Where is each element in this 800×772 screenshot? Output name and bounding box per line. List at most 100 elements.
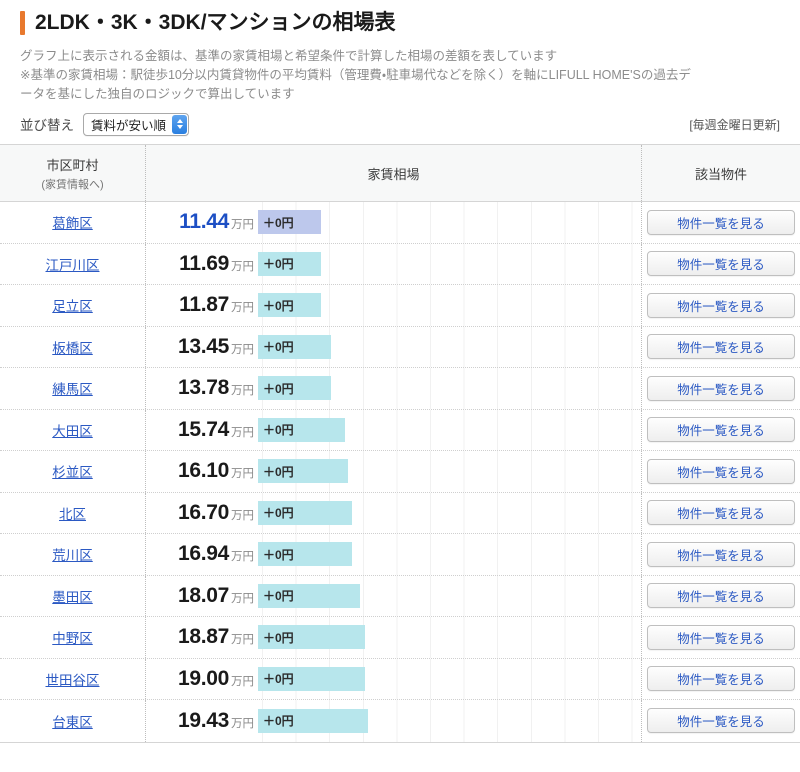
rent-value: 16.94 万円 (146, 542, 258, 566)
city-link[interactable]: 板橋区 (52, 340, 93, 356)
rent-value-unit: 万円 (231, 717, 254, 730)
rent-bar: ＋0円 (258, 500, 352, 525)
rent-value: 16.10 万円 (146, 459, 258, 483)
city-link[interactable]: 台東区 (52, 714, 93, 730)
rent-value-number: 18.87 (177, 625, 229, 649)
cell-chart: 13.78 万円 ＋0円 (146, 368, 642, 409)
cell-city: 北区 (0, 492, 146, 533)
view-property-list-button[interactable]: 物件一覧を見る (647, 666, 795, 692)
city-link[interactable]: 足立区 (52, 299, 93, 315)
table-row: 北区 16.70 万円 ＋0円 物件一覧を見る (0, 492, 800, 534)
column-header-chart-label: 家賃相場 (367, 166, 420, 182)
city-link[interactable]: 世田谷区 (45, 672, 100, 688)
cell-property: 物件一覧を見る (642, 493, 800, 534)
city-link[interactable]: 墨田区 (52, 589, 93, 605)
city-link[interactable]: 練馬区 (52, 382, 93, 398)
city-link[interactable]: 中野区 (52, 631, 93, 647)
view-property-list-button[interactable]: 物件一覧を見る (647, 417, 795, 443)
city-link[interactable]: 江戸川区 (45, 257, 100, 273)
description-line-1: グラフ上に表示される金額は、基準の家賃相場と希望条件で計算した相場の差額を表して… (20, 49, 558, 63)
cell-chart: 16.94 万円 ＋0円 (146, 534, 642, 575)
view-property-list-button[interactable]: 物件一覧を見る (647, 500, 795, 526)
rent-bar-diff-label: ＋0円 (263, 506, 294, 521)
cell-chart: 11.69 万円 ＋0円 (146, 243, 642, 284)
table-row: 板橋区 13.45 万円 ＋0円 物件一覧を見る (0, 326, 800, 368)
cell-property: 物件一覧を見る (642, 617, 800, 658)
view-property-list-button[interactable]: 物件一覧を見る (647, 251, 795, 277)
city-link[interactable]: 荒川区 (52, 548, 93, 564)
rent-value: 11.44 万円 (146, 210, 258, 234)
table-row: 台東区 19.43 万円 ＋0円 物件一覧を見る (0, 700, 800, 742)
column-header-property-label: 該当物件 (694, 166, 747, 182)
city-link[interactable]: 北区 (59, 506, 86, 522)
cell-city: 練馬区 (0, 368, 146, 409)
cell-property: 物件一覧を見る (642, 244, 800, 285)
table-row: 中野区 18.87 万円 ＋0円 物件一覧を見る (0, 617, 800, 659)
cell-chart: 11.87 万円 ＋0円 (146, 285, 642, 326)
rent-value-unit: 万円 (231, 343, 254, 356)
cell-chart: 16.70 万円 ＋0円 (146, 492, 642, 533)
header-block: 2LDK・3K・3DK/マンションの相場表 グラフ上に表示される金額は、基準の家… (0, 0, 800, 104)
title-row: 2LDK・3K・3DK/マンションの相場表 (20, 8, 780, 38)
sort-order-select[interactable]: 賃料が安い順 (83, 112, 190, 136)
cell-property: 物件一覧を見る (642, 410, 800, 451)
city-link[interactable]: 大田区 (52, 423, 93, 439)
column-header-city-sublabel: (家賃情報へ) (41, 178, 104, 191)
rent-value: 15.74 万円 (146, 418, 258, 442)
cell-chart: 15.74 万円 ＋0円 (146, 409, 642, 450)
view-property-list-button[interactable]: 物件一覧を見る (647, 292, 795, 318)
rent-bar-diff-label: ＋0円 (263, 340, 294, 355)
view-property-list-button[interactable]: 物件一覧を見る (647, 209, 795, 235)
view-property-list-button[interactable]: 物件一覧を見る (647, 458, 795, 484)
rent-bar-diff-label: ＋0円 (263, 547, 294, 562)
rent-value: 18.87 万円 (146, 625, 258, 649)
rent-value-unit: 万円 (231, 509, 254, 522)
table-row: 江戸川区 11.69 万円 ＋0円 物件一覧を見る (0, 243, 800, 285)
description-block: グラフ上に表示される金額は、基準の家賃相場と希望条件で計算した相場の差額を表して… (20, 47, 780, 104)
rent-bar: ＋0円 (258, 625, 365, 650)
city-link[interactable]: 杉並区 (52, 465, 93, 481)
cell-city: 台東区 (0, 700, 146, 742)
cell-city: 杉並区 (0, 451, 146, 492)
view-property-list-button[interactable]: 物件一覧を見る (647, 624, 795, 650)
rent-value-unit: 万円 (231, 385, 254, 398)
table-row: 荒川区 16.94 万円 ＋0円 物件一覧を見る (0, 534, 800, 576)
table-row: 世田谷区 19.00 万円 ＋0円 物件一覧を見る (0, 658, 800, 700)
view-property-list-button[interactable]: 物件一覧を見る (647, 334, 795, 360)
cell-chart: 13.45 万円 ＋0円 (146, 326, 642, 367)
table-row: 大田区 15.74 万円 ＋0円 物件一覧を見る (0, 409, 800, 451)
sort-controls: 並び替え 賃料が安い順 (20, 112, 190, 136)
rent-bar: ＋0円 (258, 376, 331, 401)
description-line-2: ※基準の家賃相場：駅徒歩10分以内賃貸物件の平均賃料（管理費・駐車場代などを除く… (20, 68, 691, 82)
rent-value-unit: 万円 (231, 551, 254, 564)
rent-value: 13.45 万円 (146, 335, 258, 359)
view-property-list-button[interactable]: 物件一覧を見る (647, 375, 795, 401)
view-property-list-button[interactable]: 物件一覧を見る (647, 708, 795, 734)
chevron-up-icon (176, 119, 183, 123)
cell-property: 物件一覧を見る (642, 700, 800, 742)
cell-city: 足立区 (0, 285, 146, 326)
rent-bar-diff-label: ＋0円 (263, 298, 294, 313)
column-header-city: 市区町村 (家賃情報へ) (0, 145, 146, 201)
city-link[interactable]: 葛飾区 (52, 216, 93, 232)
rent-bar-diff-label: ＋0円 (263, 589, 294, 604)
cell-property: 物件一覧を見る (642, 534, 800, 575)
rent-value-number: 13.78 (177, 376, 229, 400)
cell-property: 物件一覧を見る (642, 327, 800, 368)
cell-chart: 19.43 万円 ＋0円 (146, 700, 642, 742)
sort-order-value: 賃料が安い順 (91, 118, 167, 133)
view-property-list-button[interactable]: 物件一覧を見る (647, 583, 795, 609)
rent-bar: ＋0円 (258, 417, 345, 442)
chevron-updown-icon[interactable] (172, 114, 188, 134)
rent-bar-diff-label: ＋0円 (263, 381, 294, 396)
rent-value-number: 11.87 (179, 293, 229, 317)
rent-value-number: 11.69 (179, 251, 229, 275)
sort-bar: 並び替え 賃料が安い順 [毎週金曜日更新] (20, 104, 780, 144)
rent-value-unit: 万円 (231, 675, 254, 688)
rent-value-number: 19.43 (177, 708, 229, 732)
view-property-list-button[interactable]: 物件一覧を見る (647, 541, 795, 567)
update-note: [毎週金曜日更新] (689, 117, 780, 132)
rent-value-number: 13.45 (177, 334, 229, 358)
rent-bar: ＋0円 (258, 583, 360, 608)
